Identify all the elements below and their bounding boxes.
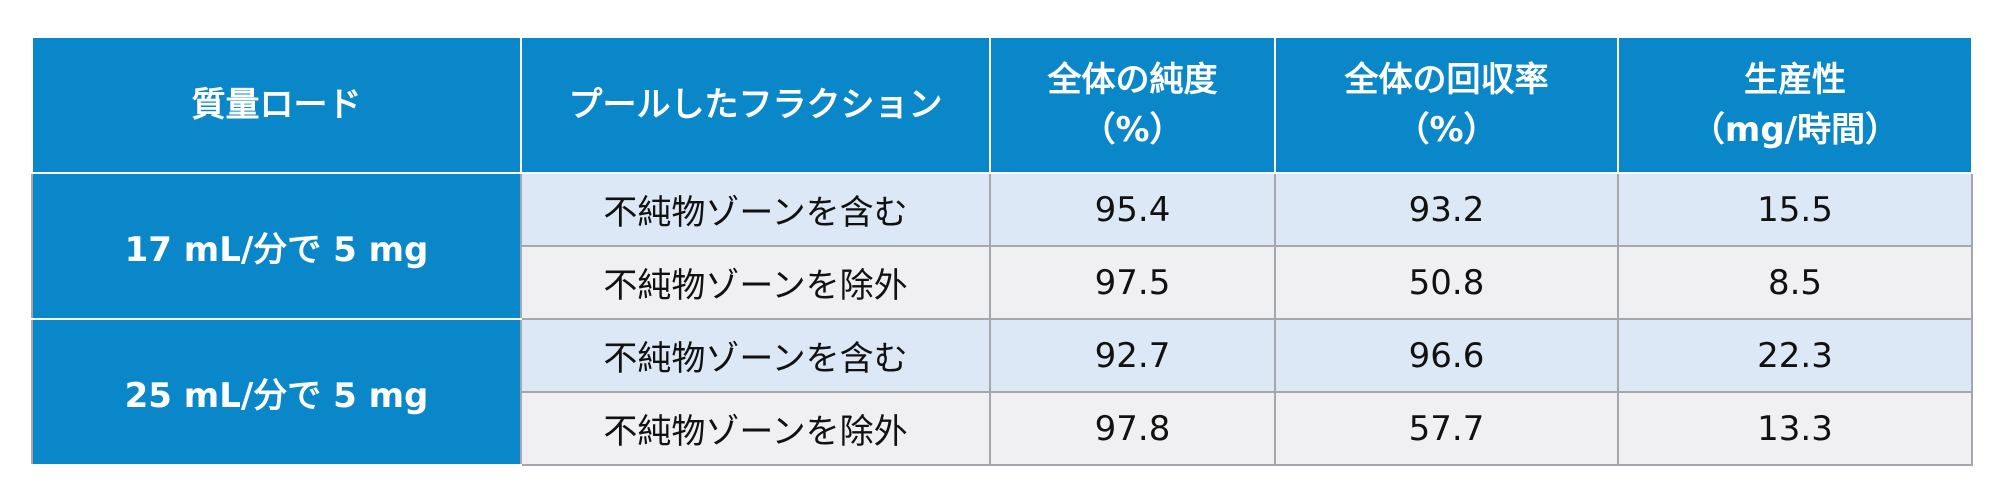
header-text: （mg/時間） [1690,110,1900,150]
header-text: （%） [1395,110,1498,150]
value-cell: 92.7 [989,318,1276,393]
fraction-cell: 不純物ゾーンを含む [520,318,991,393]
data-table: 質量ロード プールしたフラクション 全体の純度 （%） 全体の回収率 （%） 生産性 （mg/… [31,36,1973,466]
table-body: 17 mL/分で 5 mg 不純物ゾーンを含む 95.4 93.2 15.5 不純物ゾーン… [31,172,1973,466]
header-cell: プールしたフラクション [520,36,991,174]
body-row: 不純物ゾーンを除外 97.5 50.8 8.5 [32,245,1973,320]
header-cell: 全体の純度 （%） [989,36,1276,174]
value-cell: 97.5 [989,245,1276,320]
header-row: 質量ロード プールしたフラクション 全体の純度 （%） 全体の回収率 （%） 生産性 （mg/… [31,36,1973,174]
fraction-cell: 不純物ゾーンを含む [520,172,991,247]
body-row: 25 mL/分で 5 mg 不純物ゾーンを含む 92.7 96.6 22.3 [31,318,1973,466]
header-cell: 生産性 （mg/時間） [1617,36,1973,174]
value-cell: 96.6 [1274,318,1619,393]
value-cell: 15.5 [1617,172,1973,247]
value-cell: 95.4 [989,172,1276,247]
header-text: 全体の純度 [1047,60,1218,100]
header-text: 質量ロード [191,85,362,125]
body-row: 17 mL/分で 5 mg 不純物ゾーンを含む 95.4 93.2 15.5 [31,172,1973,320]
value-cell: 97.8 [989,391,1276,466]
value-cell: 50.8 [1274,245,1619,320]
value-cell: 93.2 [1274,172,1619,247]
fraction-cell: 不純物ゾーンを除外 [520,245,991,320]
value-cell: 13.3 [1617,391,1973,466]
mass-load-cell: 17 mL/分で 5 mg [31,172,522,320]
fraction-cell: 不純物ゾーンを除外 [520,391,991,466]
body-row: 不純物ゾーンを除外 97.8 57.7 13.3 [32,391,1973,466]
header-text: 生産性 [1744,60,1846,100]
header-text: プールしたフラクション [568,85,943,125]
header-cell: 全体の回収率 （%） [1274,36,1619,174]
mass-load-cell: 25 mL/分で 5 mg [31,318,522,466]
header-text: 全体の回収率 [1344,60,1549,100]
value-cell: 22.3 [1617,318,1973,393]
header-cell: 質量ロード [31,36,522,174]
header-text: （%） [1081,110,1184,150]
value-cell: 57.7 [1274,391,1619,466]
value-cell: 8.5 [1617,245,1973,320]
